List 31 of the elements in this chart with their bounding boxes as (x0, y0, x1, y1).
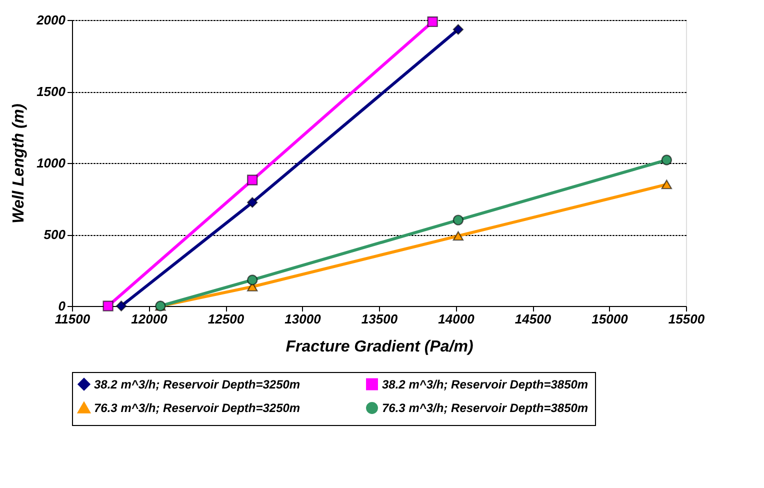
x-tick-label: 12000 (131, 312, 168, 326)
point (247, 197, 258, 208)
point (452, 24, 464, 35)
legend-label: 76.3 m^3/h; Reservoir Depth=3850m (382, 401, 588, 415)
x-tick-label: 14500 (514, 312, 552, 326)
point (247, 274, 258, 286)
legend-label: 38.2 m^3/h; Reservoir Depth=3250m (94, 377, 300, 392)
point (661, 154, 672, 166)
legend-label: 38.2 m^3/h; Reservoir Depth=3850m (382, 377, 588, 392)
point (247, 174, 258, 186)
legend-label: 76.3 m^3/h; Reservoir Depth=3250m (94, 401, 300, 415)
y-tick-label: 0 (58, 298, 66, 314)
point (452, 231, 464, 241)
point (102, 300, 114, 312)
x-axis-title: Fracture Gradient (Pa/m) (286, 338, 474, 356)
y-axis-title: Well Length (m) (10, 104, 28, 224)
point (452, 214, 464, 226)
x-tick-label: 13500 (361, 312, 398, 326)
point (661, 180, 672, 190)
y-tick-label: 1000 (36, 156, 66, 170)
x-tick-label: 12500 (208, 312, 245, 326)
y-tick-label: 1500 (36, 84, 66, 99)
y-tick-label: 2000 (36, 12, 66, 28)
x-tick-label: 11500 (54, 312, 91, 326)
point (427, 16, 438, 28)
x-tick-label: 14000 (438, 312, 476, 326)
x-tick-label: 15500 (668, 312, 706, 326)
x-tick-label: 13000 (284, 312, 322, 326)
point (116, 300, 127, 312)
y-tick-label: 500 (44, 227, 66, 242)
x-tick-label: 15000 (592, 312, 629, 326)
